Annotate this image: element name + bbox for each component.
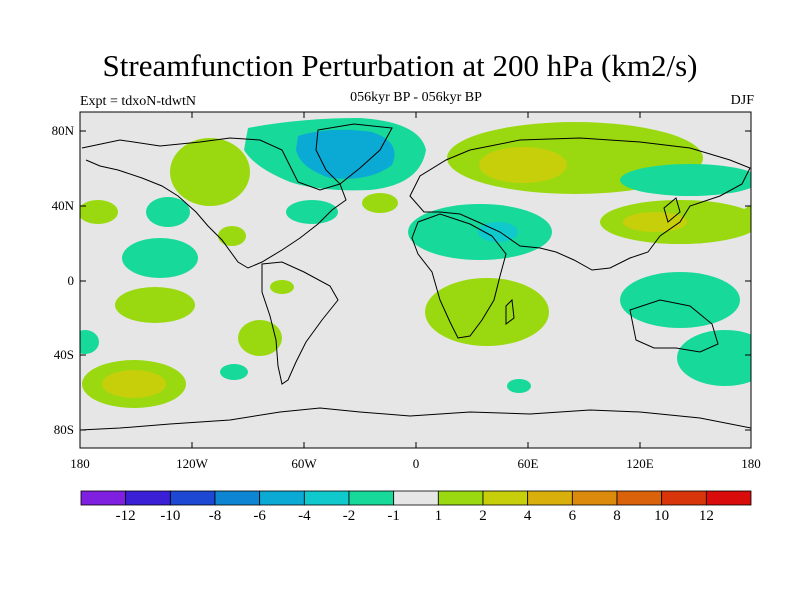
colorbar-label: 4 <box>523 508 532 524</box>
chart-title: Streamfunction Perturbation at 200 hPa (… <box>102 48 698 83</box>
central-pacific-low <box>146 197 190 227</box>
south-america-high <box>270 280 294 294</box>
x-tick-label: 180 <box>741 456 761 471</box>
colorbar-swatch <box>705 490 752 506</box>
west-pacific-low <box>80 330 99 354</box>
coast-japan <box>663 197 681 223</box>
chart-subtitle: 056kyr BP - 056kyr BP <box>350 90 482 105</box>
coast-greenland <box>315 123 393 185</box>
colorbar-label: 6 <box>568 508 577 524</box>
greenland-core-low <box>296 129 395 179</box>
east-pacific-high-west <box>80 200 118 224</box>
colorbar-label: -12 <box>115 508 136 524</box>
colorbar-label: -8 <box>208 508 222 524</box>
x-tick-label: 60E <box>517 456 539 471</box>
season-label: DJF <box>730 93 754 108</box>
x-tick-label: 0 <box>412 456 420 471</box>
mid-atlantic-high <box>362 193 398 213</box>
colorbar-label: 12 <box>698 508 714 524</box>
colorbar-label: 1 <box>434 508 443 524</box>
colorbar-swatch <box>616 490 663 506</box>
south-atlantic-low <box>220 364 248 380</box>
field-layer <box>80 118 751 408</box>
colorbar-swatch <box>125 490 171 506</box>
south-pacific-east-low <box>677 330 751 386</box>
x-tick-label: 120E <box>626 456 654 471</box>
north-pacific-west-high <box>170 138 250 206</box>
colorbar-label: -10 <box>160 508 181 524</box>
gulf-high <box>218 226 246 246</box>
colorbar-label: -4 <box>298 508 311 524</box>
colorbar-swatch <box>527 490 573 506</box>
colorbar-swatch <box>393 490 439 506</box>
tropical-pacific-high <box>115 287 195 323</box>
colorbar-label: 10 <box>654 508 670 524</box>
colorbar-label: 8 <box>613 508 621 524</box>
coast-australia <box>629 299 719 353</box>
y-tick-label: 40N <box>51 198 74 213</box>
colorbar-swatch <box>80 490 127 506</box>
y-tick-label: 40S <box>53 347 74 362</box>
colorbar-swatch <box>169 490 216 506</box>
axis-ticks <box>80 112 751 448</box>
siberian-high-core <box>479 147 567 183</box>
experiment-label: Expt = tdxoN-tdwtN <box>80 94 196 109</box>
colorbar-label: -6 <box>253 508 266 524</box>
colorbar-swatch <box>348 490 395 506</box>
east-pacific-high <box>238 320 282 356</box>
x-tick-label: 120W <box>176 456 208 471</box>
colorbar-swatch <box>259 490 305 506</box>
coastlines <box>80 123 751 431</box>
north-pacific-east-high <box>742 204 751 226</box>
coast-africa <box>411 213 507 339</box>
colorbar-swatch <box>214 490 261 506</box>
coast-antarctica <box>80 407 751 431</box>
coast-eurasia <box>409 137 751 271</box>
y-tick-label: 0 <box>67 273 75 288</box>
y-tick-label: 80N <box>51 123 74 138</box>
colorbar-swatch <box>661 490 707 506</box>
coast-north-america <box>81 137 347 269</box>
alaska-low <box>286 200 338 224</box>
colorbar-label: -2 <box>342 508 356 524</box>
colorbar-swatch <box>571 490 618 506</box>
australia-low <box>620 272 740 328</box>
colorbar-label: 2 <box>479 508 487 524</box>
colorbar-label: -1 <box>387 508 400 524</box>
coast-madagascar <box>505 298 515 325</box>
x-tick-label: 180 <box>70 456 90 471</box>
colorbar <box>80 490 752 506</box>
colorbar-swatch <box>482 490 529 506</box>
south-indian-low <box>507 379 531 393</box>
x-tick-label: 60W <box>291 456 317 471</box>
y-tick-label: 80S <box>53 422 74 437</box>
south-pacific-core <box>102 370 166 398</box>
east-asia-core <box>623 212 687 232</box>
colorbar-swatch <box>437 490 484 506</box>
colorbar-swatch <box>303 490 350 506</box>
coast-south-america <box>261 261 339 385</box>
arctic-low-east <box>620 164 751 196</box>
pacific-subtropic-low <box>122 238 198 278</box>
